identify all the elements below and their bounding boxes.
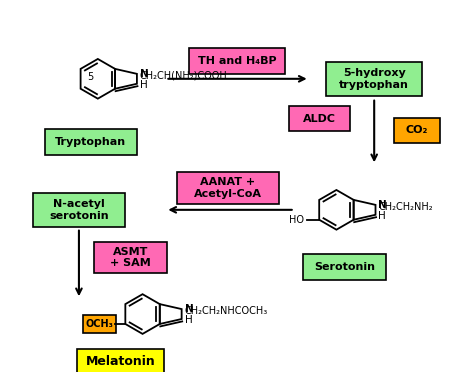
Text: H: H [140,80,147,90]
Text: ALDC: ALDC [303,113,336,123]
Text: 5-hydroxy
tryptophan: 5-hydroxy tryptophan [339,68,409,90]
Text: ASMT
+ SAM: ASMT + SAM [110,247,151,268]
Text: Tryptophan: Tryptophan [55,137,127,147]
FancyBboxPatch shape [289,106,350,131]
FancyBboxPatch shape [302,254,386,280]
Text: Serotonin: Serotonin [314,262,375,272]
FancyBboxPatch shape [394,117,440,143]
FancyBboxPatch shape [94,242,167,273]
FancyBboxPatch shape [177,172,279,204]
Text: CO₂: CO₂ [406,125,428,135]
Text: H: H [185,315,192,325]
FancyBboxPatch shape [45,129,137,155]
Text: N-acetyl
serotonin: N-acetyl serotonin [49,199,109,220]
FancyBboxPatch shape [189,48,285,74]
Text: TH and H₄BP: TH and H₄BP [198,56,276,66]
FancyBboxPatch shape [326,62,422,96]
Text: N: N [185,304,193,314]
Text: N: N [140,69,149,79]
Text: H: H [378,211,386,221]
Text: Melatonin: Melatonin [86,355,155,368]
Text: HO: HO [289,215,304,225]
FancyBboxPatch shape [77,349,164,373]
Text: AANAT +
Acetyl-CoA: AANAT + Acetyl-CoA [194,177,262,199]
Text: CH₂CH(NH₂)COOH: CH₂CH(NH₂)COOH [140,71,228,81]
Text: CH₂CH₂NH₂: CH₂CH₂NH₂ [378,202,433,212]
Text: OCH₃: OCH₃ [85,319,113,329]
Text: 5: 5 [87,72,93,82]
Text: CH₂CH₂NHCOCH₃: CH₂CH₂NHCOCH₃ [185,306,268,316]
Text: N: N [378,200,387,210]
FancyBboxPatch shape [82,315,117,333]
FancyBboxPatch shape [33,193,125,227]
